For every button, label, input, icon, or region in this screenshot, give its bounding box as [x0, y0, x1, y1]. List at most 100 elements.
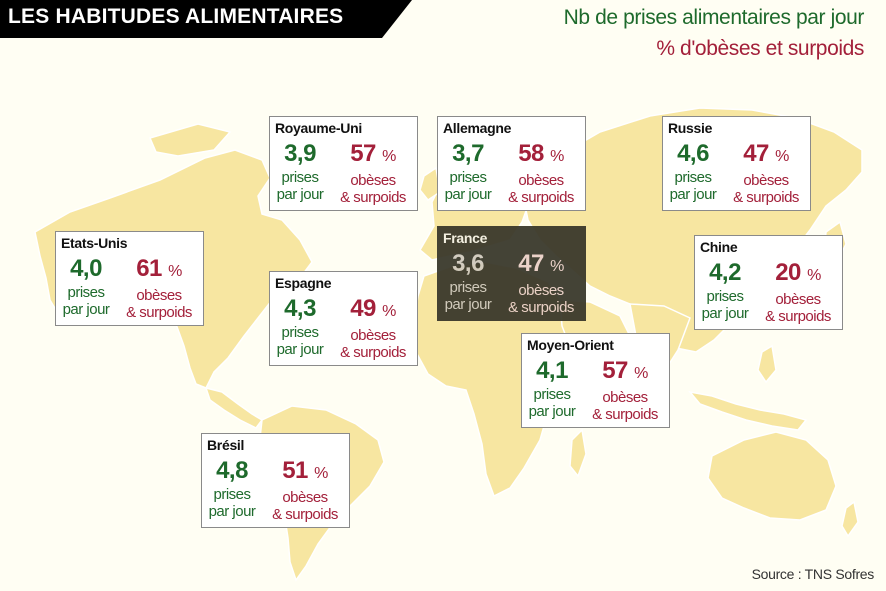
obesity-value: 58	[518, 140, 544, 167]
percent-sign: %	[550, 258, 564, 275]
country-name: Allemagne	[443, 120, 512, 136]
percent-sign: %	[634, 365, 648, 382]
intakes-column: 4,6 prises par jour	[665, 139, 721, 203]
intakes-label-line1: prises	[281, 169, 319, 186]
country-name: Russie	[668, 120, 713, 136]
central-america-shape	[204, 386, 264, 429]
country-name: Chine	[700, 239, 738, 255]
intakes-label-line1: prises	[213, 486, 251, 503]
intakes-label-line2: par jour	[62, 301, 110, 318]
obesity-column: 57 % obèses & surpoids	[332, 139, 414, 206]
intakes-value: 3,6	[452, 250, 484, 277]
obesity-value: 57	[602, 357, 628, 384]
obesity-value-line: 47 %	[500, 249, 582, 282]
obesity-label-line1: obèses	[602, 389, 648, 406]
obesity-value: 61	[136, 255, 162, 282]
obesity-column: 51 % obèses & surpoids	[264, 456, 346, 523]
intakes-label-line1: prises	[67, 284, 105, 301]
obesity-label-line2: & surpoids	[733, 189, 799, 206]
obesity-value: 47	[518, 250, 544, 277]
obesity-column: 20 % obèses & surpoids	[757, 258, 839, 325]
intakes-value: 4,3	[284, 295, 316, 322]
obesity-label-line1: obèses	[743, 172, 789, 189]
philippines-shape	[757, 344, 777, 384]
intakes-label-line1: prises	[449, 169, 487, 186]
obesity-value: 57	[350, 140, 376, 167]
intakes-value: 4,2	[709, 259, 741, 286]
source-note: Source : TNS Sofres	[751, 566, 875, 582]
intakes-label-line1: prises	[706, 288, 744, 305]
percent-sign: %	[550, 148, 564, 165]
country-card-france: France 3,6 prises par jour 47 % obèses &…	[437, 226, 586, 321]
title-banner	[0, 0, 412, 38]
obesity-column: 47 % obèses & surpoids	[500, 249, 582, 316]
country-card-royaume-uni: Royaume-Uni 3,9 prises par jour 57 % obè…	[269, 116, 418, 211]
percent-sign: %	[168, 263, 182, 280]
obesity-label-line1: obèses	[518, 282, 564, 299]
obesity-column: 49 % obèses & surpoids	[332, 294, 414, 361]
country-card-etats-unis: Etats-Unis 4,0 prises par jour 61 % obès…	[55, 231, 204, 326]
country-name: France	[443, 230, 488, 246]
country-name: Espagne	[275, 275, 332, 291]
percent-sign: %	[382, 303, 396, 320]
intakes-column: 3,6 prises par jour	[440, 249, 496, 313]
intakes-label-line2: par jour	[444, 186, 492, 203]
page-title: LES HABITUDES ALIMENTAIRES	[8, 5, 344, 28]
obesity-value-line: 61 %	[118, 254, 200, 287]
intakes-label-line2: par jour	[208, 503, 256, 520]
intakes-value: 4,0	[70, 255, 102, 282]
intakes-label-line2: par jour	[444, 296, 492, 313]
intakes-value: 3,9	[284, 140, 316, 167]
madagascar-shape	[569, 428, 587, 478]
intakes-column: 4,2 prises par jour	[697, 258, 753, 322]
obesity-label-line2: & surpoids	[508, 189, 574, 206]
obesity-value: 20	[775, 259, 801, 286]
country-card-chine: Chine 4,2 prises par jour 20 % obèses & …	[694, 235, 843, 330]
intakes-label-line2: par jour	[276, 341, 324, 358]
country-name: Brésil	[207, 437, 245, 453]
country-card-moyen-orient: Moyen-Orient 4,1 prises par jour 57 % ob…	[521, 333, 670, 428]
obesity-label-line1: obèses	[518, 172, 564, 189]
country-card-bresil: Brésil 4,8 prises par jour 51 % obèses &…	[201, 433, 350, 528]
obesity-value: 49	[350, 295, 376, 322]
intakes-value: 4,1	[536, 357, 568, 384]
intakes-label-line2: par jour	[276, 186, 324, 203]
obesity-label-line2: & surpoids	[765, 308, 831, 325]
intakes-label-line1: prises	[449, 279, 487, 296]
obesity-column: 61 % obèses & surpoids	[118, 254, 200, 321]
arctic-islands-shape	[148, 123, 232, 157]
country-name: Etats-Unis	[61, 235, 128, 251]
obesity-label-line1: obèses	[775, 291, 821, 308]
obesity-value: 51	[282, 457, 308, 484]
intakes-value: 4,8	[216, 457, 248, 484]
obesity-column: 58 % obèses & surpoids	[500, 139, 582, 206]
legend-obesity: % d'obèses et surpoids	[656, 37, 864, 60]
intakes-label-line1: prises	[281, 324, 319, 341]
intakes-label-line2: par jour	[669, 186, 717, 203]
intakes-label-line1: prises	[674, 169, 712, 186]
obesity-label-line1: obèses	[282, 489, 328, 506]
obesity-label-line1: obèses	[136, 287, 182, 304]
obesity-value-line: 51 %	[264, 456, 346, 489]
obesity-label-line2: & surpoids	[592, 406, 658, 423]
country-name: Moyen-Orient	[527, 337, 614, 353]
obesity-column: 47 % obèses & surpoids	[725, 139, 807, 206]
percent-sign: %	[807, 267, 821, 284]
obesity-label-line2: & surpoids	[340, 344, 406, 361]
intakes-column: 4,8 prises par jour	[204, 456, 260, 520]
obesity-value-line: 20 %	[757, 258, 839, 291]
indonesia-shape	[688, 390, 808, 431]
intakes-column: 3,7 prises par jour	[440, 139, 496, 203]
intakes-value: 3,7	[452, 140, 484, 167]
obesity-label-line2: & surpoids	[508, 299, 574, 316]
obesity-label-line2: & surpoids	[272, 506, 338, 523]
country-name: Royaume-Uni	[275, 120, 362, 136]
new-zealand-shape	[841, 500, 859, 538]
obesity-label-line2: & surpoids	[340, 189, 406, 206]
intakes-column: 4,0 prises par jour	[58, 254, 114, 318]
intakes-label-line2: par jour	[528, 403, 576, 420]
obesity-value-line: 57 %	[332, 139, 414, 172]
obesity-label-line2: & surpoids	[126, 304, 192, 321]
obesity-label-line1: obèses	[350, 327, 396, 344]
intakes-column: 4,1 prises par jour	[524, 356, 580, 420]
